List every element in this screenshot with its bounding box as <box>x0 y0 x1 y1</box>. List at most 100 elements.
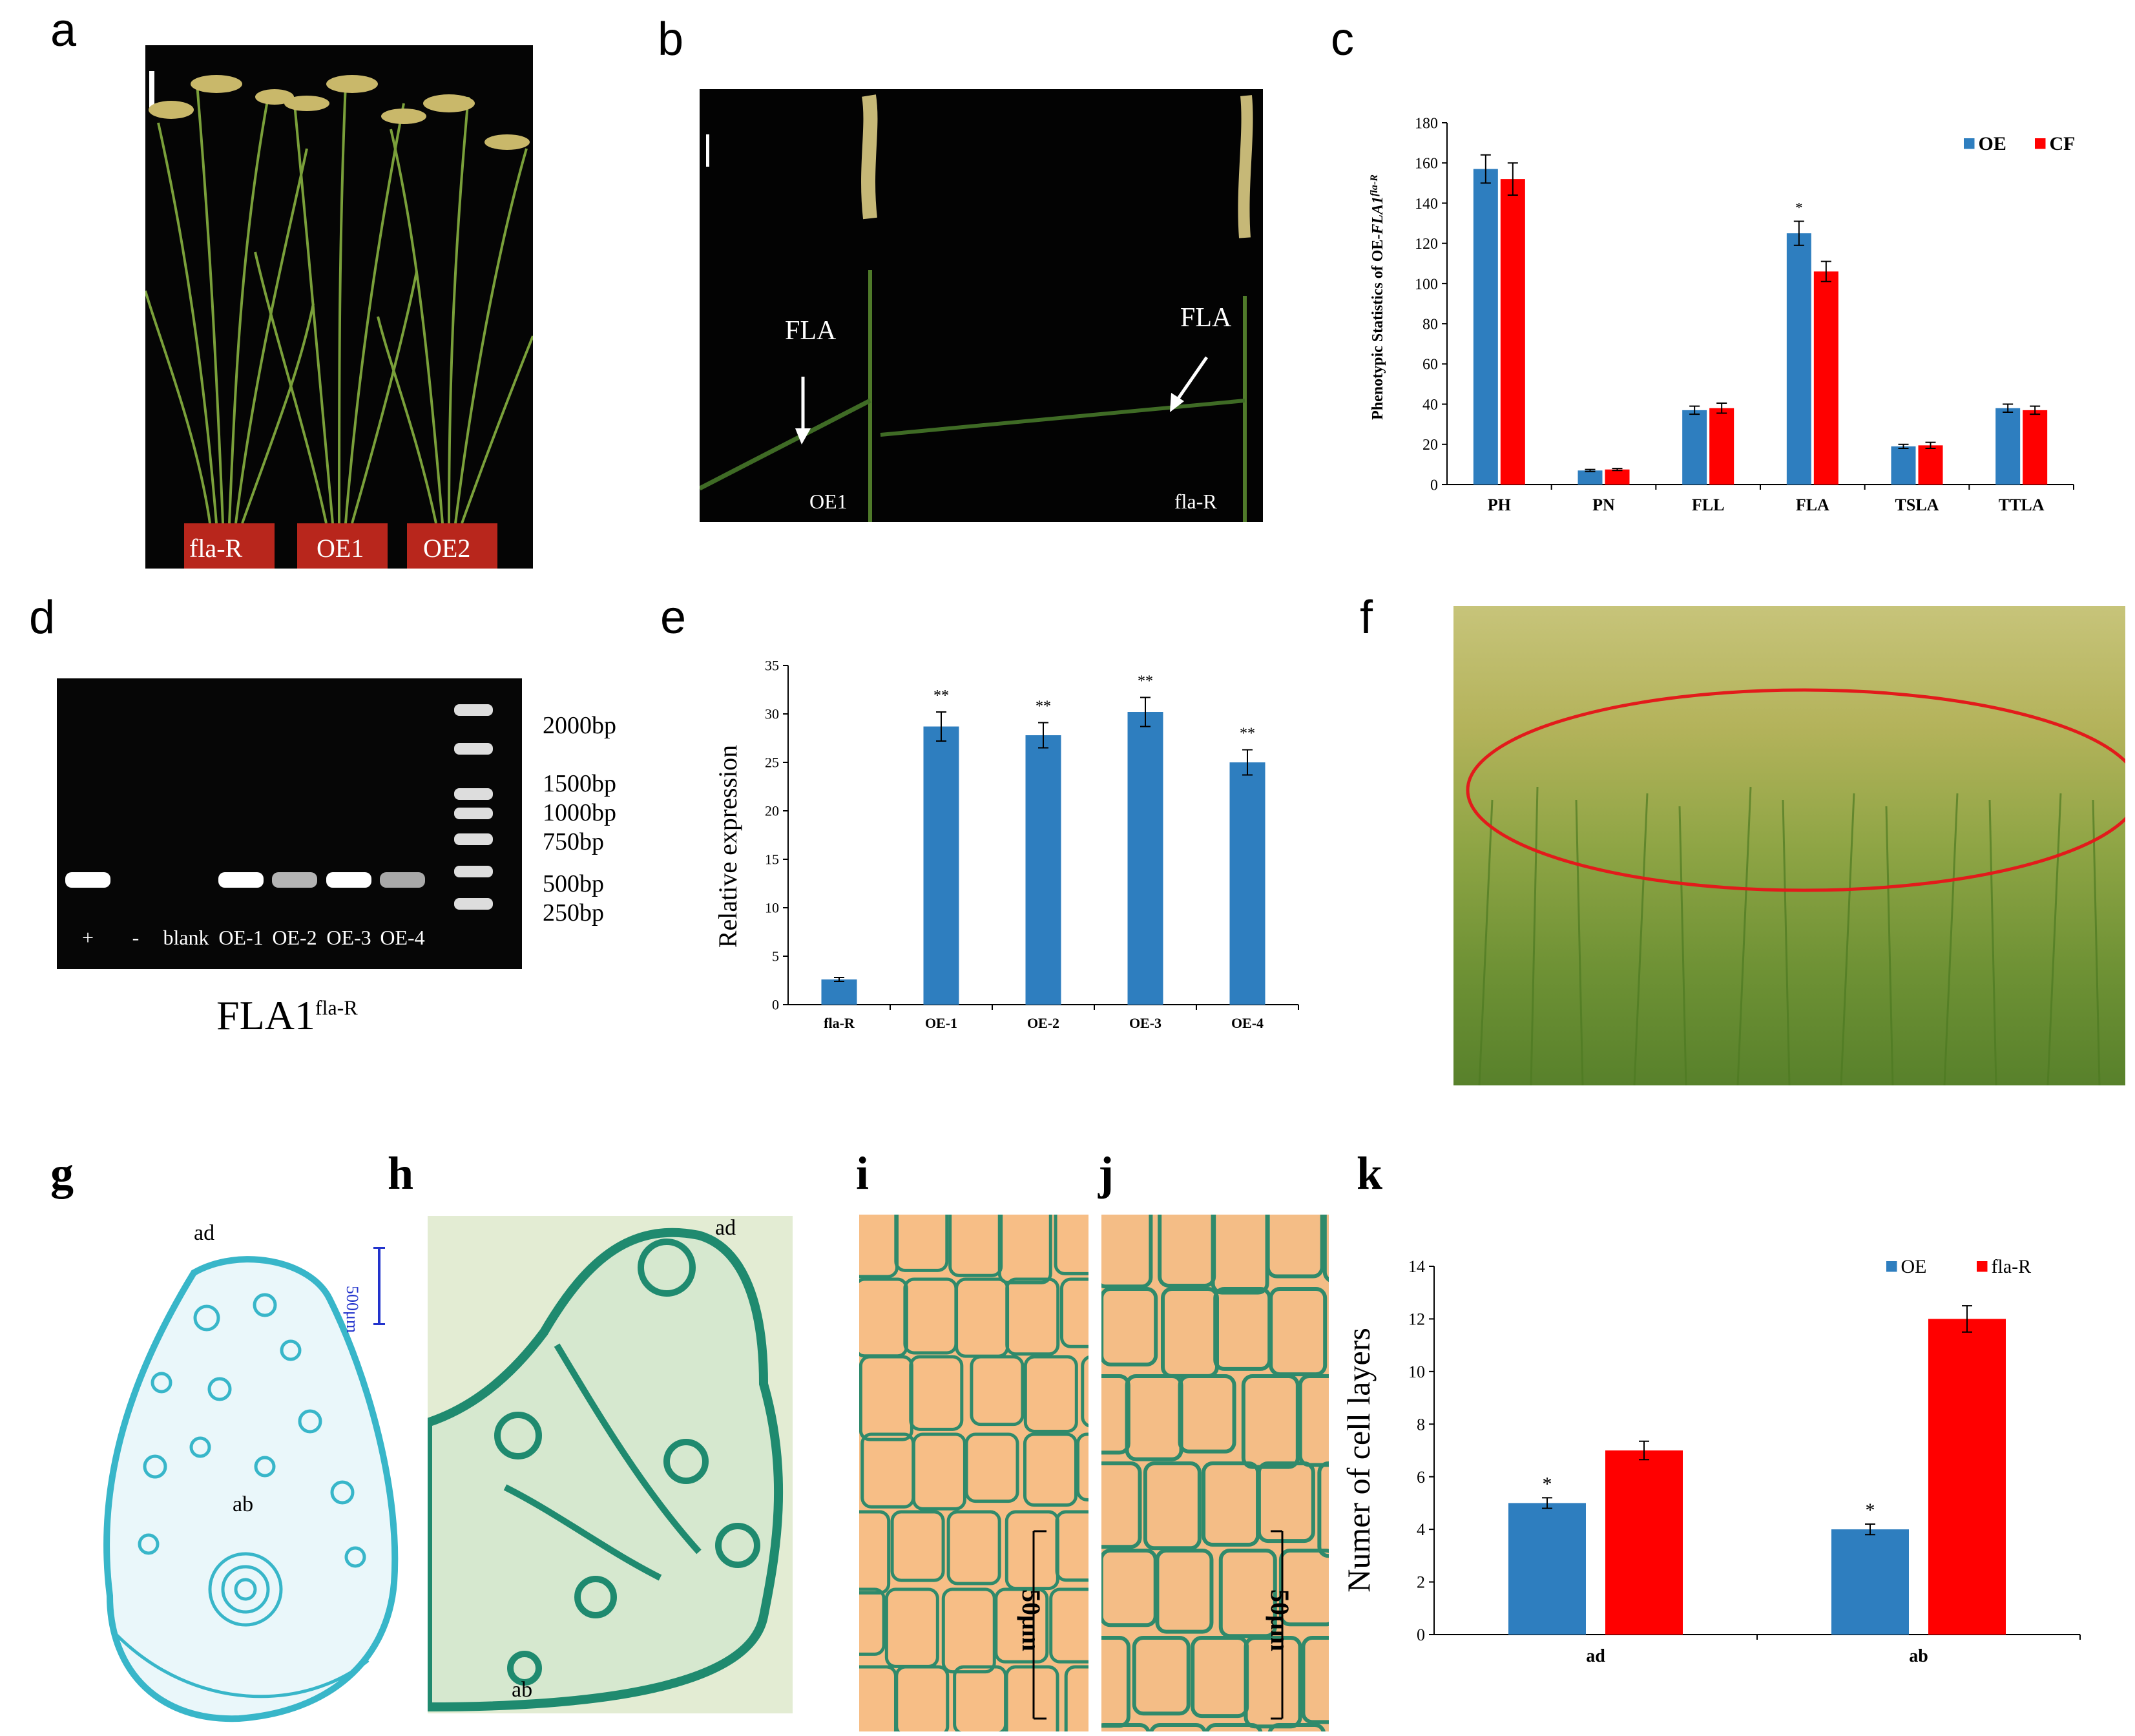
y-tick-label: 15 <box>765 852 779 868</box>
bar <box>923 726 959 1005</box>
y-tick-label: 10 <box>1408 1363 1425 1381</box>
x-tick-label: PH <box>1488 496 1511 514</box>
y-tick-label: 20 <box>765 803 779 819</box>
bar <box>1578 470 1603 485</box>
x-tick-label: ad <box>1586 1646 1605 1666</box>
cross-section-illustration-g <box>103 1256 399 1722</box>
x-tick-label: OE-4 <box>1231 1015 1264 1031</box>
flag-leaf-illustration <box>700 94 1253 522</box>
cell <box>1101 1461 1142 1549</box>
gel-band <box>218 872 264 888</box>
pot-label-fla-r: fla-R <box>189 534 243 563</box>
panel-label-b: b <box>658 14 684 65</box>
cell <box>1143 1461 1202 1551</box>
cell <box>1005 1665 1059 1731</box>
bar <box>1025 735 1061 1005</box>
y-tick-label: 6 <box>1417 1468 1425 1487</box>
cell <box>994 1587 1049 1664</box>
cell <box>909 1355 964 1431</box>
panel-label-d: d <box>29 592 56 643</box>
field-illustration <box>1466 688 2125 1085</box>
y-tick-label: 14 <box>1408 1257 1425 1276</box>
cell <box>1265 1215 1324 1279</box>
x-tick-label: TSLA <box>1895 496 1939 514</box>
ladder-label: 750bp <box>543 828 604 855</box>
ladder-label: 250bp <box>543 899 604 926</box>
label-ad-g: ad <box>194 1221 215 1245</box>
cell-layers-chart-ylabel: Numer of cell layers <box>1344 1328 1377 1593</box>
cell <box>941 1587 996 1674</box>
cell <box>1101 1549 1158 1627</box>
cell <box>1005 1510 1059 1591</box>
cell <box>1256 1461 1315 1543</box>
panel-label-k: k <box>1357 1147 1383 1199</box>
scale-bar-g <box>378 1247 380 1324</box>
gel-lane-label: OE-1 <box>218 926 263 949</box>
cell <box>1298 1374 1329 1467</box>
bar <box>1813 271 1838 485</box>
cell <box>859 1215 899 1279</box>
cell <box>1059 1277 1088 1348</box>
cell <box>1269 1287 1328 1377</box>
panel-label-a: a <box>50 5 77 56</box>
cell <box>970 1355 1025 1427</box>
label-fla-r: fla-R <box>1174 490 1217 513</box>
bar <box>1127 712 1163 1005</box>
cell <box>859 1665 897 1731</box>
cell <box>1191 1636 1249 1719</box>
panel-label-j: j <box>1098 1147 1114 1199</box>
gel-lane-label: + <box>82 926 94 949</box>
y-tick-label: 80 <box>1422 317 1438 333</box>
ladder-band <box>454 808 493 819</box>
ladder-label: 500bp <box>543 870 604 897</box>
cell <box>955 1277 1010 1358</box>
significance-marker: ** <box>1036 698 1051 715</box>
bar <box>1229 762 1265 1005</box>
cell <box>911 1432 966 1511</box>
cell <box>1055 1510 1088 1582</box>
y-tick-label: 12 <box>1408 1310 1425 1329</box>
bar <box>821 979 857 1005</box>
bar <box>1928 1319 2006 1635</box>
gel-illustration: + - blank OE-1 OE-2 OE-3 OE-4 <box>65 704 493 949</box>
cell <box>1101 1723 1151 1731</box>
pot-label-oe2: OE2 <box>423 534 471 563</box>
gel-lane-label: blank <box>163 926 209 949</box>
cell-layers-chart-legend: OE fla-R <box>1886 1256 2031 1277</box>
y-tick-label: 0 <box>772 997 779 1013</box>
cell <box>1076 1432 1088 1501</box>
cell <box>859 1355 913 1441</box>
x-tick-label: OE-1 <box>925 1015 957 1031</box>
y-tick-label: 160 <box>1415 156 1438 173</box>
significance-marker: ** <box>933 687 949 704</box>
panel-label-i: i <box>856 1147 870 1199</box>
gel-band <box>380 872 425 888</box>
y-tick-label: 25 <box>765 755 779 771</box>
cell <box>1149 1723 1207 1731</box>
cell <box>1101 1215 1153 1289</box>
cell <box>946 1510 1001 1585</box>
plants-photo: fla-R OE1 OE2 <box>145 45 533 569</box>
significance-marker: ** <box>1240 726 1255 742</box>
bar <box>1508 1503 1586 1635</box>
annotation-fla-left: FLA <box>785 316 837 346</box>
pot-label-oe1: OE1 <box>317 534 364 563</box>
bar <box>1500 179 1525 485</box>
x-tick-label: OE-3 <box>1129 1015 1161 1031</box>
cell <box>890 1510 945 1582</box>
panel-label-c: c <box>1331 14 1354 65</box>
panel-label-h: h <box>388 1147 414 1199</box>
cell <box>895 1665 950 1731</box>
legend-swatch <box>1886 1261 1897 1272</box>
gel-image: + - blank OE-1 OE-2 OE-3 OE-4 <box>57 678 522 969</box>
significance-marker: * <box>1795 199 1802 215</box>
panel-label-f: f <box>1360 592 1373 643</box>
bar <box>2023 410 2048 485</box>
cell <box>953 1665 1008 1731</box>
y-tick-label: 10 <box>765 900 779 916</box>
y-tick-label: 2 <box>1417 1573 1425 1592</box>
cell <box>1155 1549 1214 1634</box>
cell <box>1317 1461 1329 1558</box>
